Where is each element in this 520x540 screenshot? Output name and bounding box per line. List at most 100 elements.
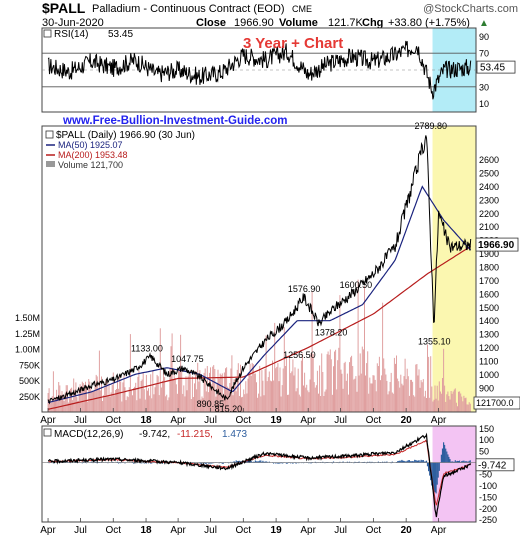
volume-legend-swatch [46, 161, 55, 167]
header-date: 30-Jun-2020 [42, 17, 104, 29]
price-tick-label: 1000 [479, 370, 499, 380]
x-tick-label: Apr [300, 525, 316, 536]
macd-last-value-marker: -9.742 [475, 458, 515, 471]
chart-annotation: 3 Year + Chart [243, 35, 343, 52]
ma50-legend-label: MA(50) 1925.07 [58, 140, 123, 150]
x-tick-label: Apr [170, 415, 186, 426]
macd-hist-legend-value: 1.473 [222, 429, 247, 440]
price-tick-label: 2600 [479, 155, 499, 165]
price-highlight [432, 126, 476, 412]
ma200-line [47, 245, 472, 410]
rsi-last-value-marker: 53.45 [476, 60, 516, 74]
price-annotation: 1047.75 [171, 354, 204, 364]
price-panel: 2600250024002300220021002000190018001700… [15, 115, 520, 414]
price-tick-label: 2500 [479, 168, 499, 178]
macd-highlight [432, 426, 476, 522]
macd-tick-label: -100 [479, 481, 497, 491]
price-annotation: 1133.00 [131, 344, 163, 354]
ma50-line [47, 185, 472, 404]
price-tick-label: 1700 [479, 276, 499, 286]
x-tick-label: Apr [170, 525, 186, 536]
x-tick-label: 18 [140, 415, 152, 426]
site-url: www.Free-Bullion-Investment-Guide.com [62, 115, 288, 127]
macd-tick-label: -200 [479, 504, 497, 514]
price-tick-label: 1300 [479, 330, 499, 340]
rsi-legend-label: RSI(14) [54, 29, 88, 40]
rsi-panel: 9070503010 53.45 RSI(14) 53.45 3 Year + … [41, 27, 516, 113]
macd-tick-label: 50 [479, 447, 489, 457]
contract-name: Palladium - Continuous Contract (EOD) [92, 3, 285, 15]
rsi-tick-label: 30 [479, 82, 489, 92]
macd-legend-label: MACD(12,26,9) [54, 429, 123, 440]
rsi-tick-label: 10 [479, 99, 489, 109]
price-tick-label: 900 [479, 383, 494, 393]
x-tick-label: Oct [236, 415, 252, 426]
price-annotation: 815.20 [215, 404, 243, 414]
chg-label: Chg [362, 17, 383, 29]
chg-up-arrow-icon: ▲ [479, 18, 489, 29]
price-tick-label: 2100 [479, 222, 499, 232]
x-tick-label: Jul [74, 525, 87, 536]
price-tick-label: 1500 [479, 303, 499, 313]
price-tick-label: 1200 [479, 343, 499, 353]
x-tick-label: Jul [204, 525, 217, 536]
volume-tick-label: 500K [19, 376, 40, 386]
macd-tick-label: -250 [479, 515, 497, 525]
rsi-tick-label: 70 [479, 49, 489, 59]
x-tick-label: 19 [271, 415, 283, 426]
price-frame [41, 125, 477, 413]
price-annotation: 1576.90 [288, 284, 321, 294]
price-line [47, 135, 472, 405]
x-tick-label: 18 [140, 525, 152, 536]
close-label: Close [196, 17, 226, 29]
rsi-legend-value: 53.45 [108, 29, 133, 40]
price-annotation: 1378.20 [315, 328, 348, 338]
ma200-legend-label: MA(200) 1953.48 [58, 150, 128, 160]
x-tick-label: Jul [334, 415, 347, 426]
macd-legend-value: -9.742, [139, 429, 170, 440]
x-tick-label: Oct [366, 415, 382, 426]
watermark: @StockCharts.com [423, 3, 518, 15]
rsi-tick-label: 90 [479, 32, 489, 42]
volume-label: Volume [279, 17, 318, 29]
x-axis-price: Apr Jul Oct 18 Apr Jul Oct 19 Apr Jul Oct 20 Apr [40, 408, 447, 426]
x-tick-label: Oct [105, 415, 121, 426]
exchange: CME [292, 4, 312, 14]
x-tick-label: 19 [271, 525, 283, 536]
price-tick-label: 1900 [479, 249, 499, 259]
macd-tick-label: 150 [479, 424, 494, 434]
price-tick-label: 2300 [479, 195, 499, 205]
x-tick-label: Oct [366, 525, 382, 536]
rsi-legend-swatch [43, 29, 52, 38]
price-legend-label: $PALL (Daily) 1966.90 (30 Jun) [56, 130, 195, 141]
volume-tick-label: 750K [19, 360, 40, 370]
macd-histogram [47, 442, 471, 494]
rsi-line [47, 40, 472, 100]
x-tick-label: Jul [334, 525, 347, 536]
macd-signal-line [47, 439, 471, 506]
price-annotation: 1355.10 [418, 337, 451, 347]
volume-axis: 1.50M 1.25M 1.00M 750K 500K 250K [15, 313, 40, 402]
price-tick-label: 2400 [479, 182, 499, 192]
price-annotation: 1600.50 [340, 280, 373, 290]
volume-legend-label: Volume 121,700 [58, 160, 123, 170]
volume-tick-label: 1.25M [15, 329, 40, 339]
price-tick-label: 1400 [479, 316, 499, 326]
x-tick-label: Apr [40, 415, 56, 426]
volume-last-value: 121700.0 [476, 398, 514, 408]
price-tick-label: 1100 [479, 356, 498, 366]
rsi-last-value: 53.45 [480, 63, 505, 74]
macd-tick-label: -50 [479, 470, 492, 480]
volume-tick-label: 250K [19, 392, 40, 402]
price-annotations: 2789.80 1576.90 1600.50 1378.20 1256.50 1133.… [131, 121, 451, 414]
x-tick-label: 20 [401, 415, 413, 426]
x-tick-label: Oct [236, 525, 252, 536]
macd-signal-legend-value: -11.215, [177, 429, 213, 440]
x-tick-label: Apr [40, 525, 56, 536]
price-legend-swatch [45, 130, 54, 139]
x-tick-label: Apr [431, 415, 447, 426]
x-tick-label: Jul [74, 415, 87, 426]
x-tick-label: Apr [431, 525, 447, 536]
macd-legend-swatch [43, 428, 52, 437]
